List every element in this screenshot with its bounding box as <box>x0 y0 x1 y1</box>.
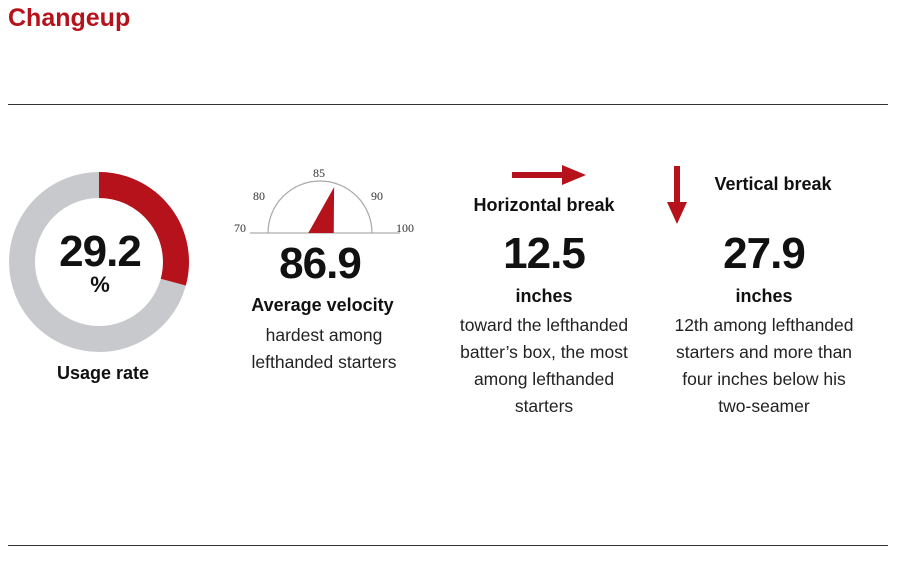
gauge-tick: 70 <box>234 221 246 235</box>
donut-usage-arc <box>98 172 189 286</box>
usage-value: 29.2 <box>59 227 142 276</box>
usage-label: Usage rate <box>56 363 150 383</box>
horizontal-label: Horizontal break <box>473 195 615 215</box>
velocity-desc: hardest among lefthanded starters <box>251 325 397 372</box>
arrow-down-icon <box>667 166 687 224</box>
gauge-tick: 90 <box>371 189 383 203</box>
bottom-divider <box>8 545 888 546</box>
usage-unit: % <box>90 272 110 297</box>
vertical-value: 27.9 <box>723 229 806 278</box>
velocity-label: Average velocity <box>251 295 394 315</box>
usage-donut <box>9 172 189 352</box>
top-divider <box>8 104 888 105</box>
vertical-unit: inches <box>735 286 793 306</box>
arrow-right-icon <box>512 165 586 185</box>
velocity-gauge: 70 80 85 90 100 <box>234 166 414 235</box>
gauge-tick: 100 <box>396 221 414 235</box>
vertical-desc: 12th among lefthanded starters and more … <box>674 315 854 416</box>
horizontal-value: 12.5 <box>503 229 586 278</box>
gauge-needle <box>308 187 335 233</box>
horizontal-unit: inches <box>515 286 573 306</box>
gauge-tick: 85 <box>313 166 325 180</box>
gauge-arc <box>267 180 373 234</box>
vertical-label: Vertical break <box>714 174 832 194</box>
velocity-value: 86.9 <box>279 239 362 288</box>
page-title: Changeup <box>8 4 131 32</box>
gauge-tick: 80 <box>253 189 265 203</box>
horizontal-desc: toward the lefthanded batter’s box, the … <box>459 315 629 416</box>
